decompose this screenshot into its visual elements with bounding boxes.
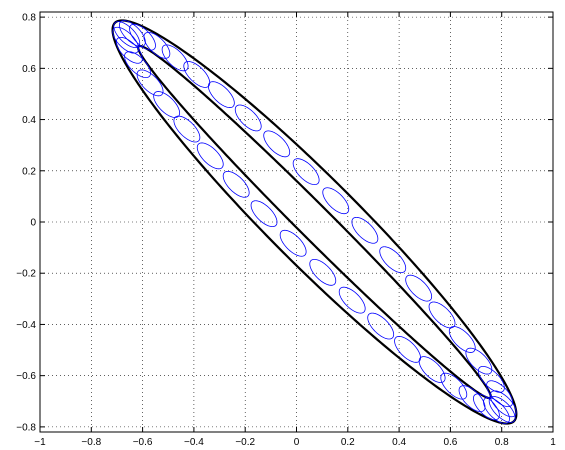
small-ellipse-mark — [161, 44, 189, 72]
small-ellipse-mark — [263, 130, 291, 158]
small-ellipse-mark — [222, 170, 250, 198]
small-ellipse-mark — [440, 372, 468, 400]
x-tick-label: 0 — [294, 437, 300, 448]
small-ellipse-mark — [394, 336, 421, 363]
small-ellipse-mark — [309, 258, 337, 286]
small-ellipse-mark — [112, 26, 140, 54]
y-tick-label: 0 — [30, 218, 36, 229]
small-ellipse-mark — [473, 393, 500, 421]
x-tick-label: 0.4 — [392, 437, 406, 448]
y-tick-label: 0.4 — [22, 115, 36, 126]
small-ellipse-mark — [367, 312, 395, 340]
outer-ellipse-line — [111, 19, 518, 425]
small-ellipse-mark — [379, 246, 407, 274]
axis-ticks — [39, 12, 554, 432]
inner-ellipse-line — [137, 44, 492, 400]
x-tick-label: 0.8 — [495, 437, 509, 448]
small-ellipse-mark — [250, 200, 278, 228]
y-tick-label: −0.2 — [16, 269, 36, 280]
x-tick-label: −0.6 — [133, 437, 153, 448]
small-ellipse-mark — [418, 356, 446, 383]
small-ellipse-mark — [129, 23, 156, 51]
small-ellipse-mark — [279, 229, 307, 257]
small-ellipse-mark — [338, 286, 366, 314]
x-tick-label: 0.2 — [341, 437, 355, 448]
y-tick-label: −0.4 — [16, 320, 36, 331]
small-ellipse-mark — [124, 51, 151, 79]
grid-lines — [40, 12, 553, 432]
data-series — [111, 19, 518, 425]
small-ellipse-mark — [465, 347, 493, 375]
small-ellipse-mark — [405, 274, 433, 302]
y-tick-label: 0.2 — [22, 166, 36, 177]
small-ellipse-mark — [183, 61, 211, 88]
small-ellipse-mark — [322, 187, 350, 215]
x-tick-label: −0.4 — [184, 437, 204, 448]
small-ellipse-mark — [351, 216, 379, 244]
small-ellipse-mark — [143, 31, 171, 59]
small-ellipse-mark — [153, 91, 181, 118]
y-axis-tick-labels: −0.8 −0.6 −0.4 −0.2 0 0.2 0.4 0.6 0.8 — [16, 13, 36, 434]
y-tick-label: 0.8 — [22, 13, 36, 24]
small-ellipse-mark — [136, 69, 164, 97]
x-tick-label: 0.6 — [443, 437, 457, 448]
y-tick-label: −0.8 — [16, 422, 36, 433]
small-ellipse-mark — [173, 115, 201, 143]
small-ellipse-mark — [458, 385, 486, 413]
y-tick-label: 0.6 — [22, 64, 36, 75]
x-tick-label: −1 — [34, 437, 46, 448]
small-ellipse-mark — [483, 397, 510, 424]
y-tick-label: −0.6 — [16, 371, 36, 382]
small-ellipse-mark — [234, 104, 262, 132]
x-tick-label: −0.8 — [81, 437, 101, 448]
small-ellipse-mark — [115, 36, 143, 64]
x-axis-tick-labels: −1 −0.8 −0.6 −0.4 −0.2 0 0.2 0.4 0.6 0.8 1 — [34, 437, 556, 448]
small-ellipse-mark — [488, 396, 516, 423]
small-ellipse-mark — [478, 365, 505, 393]
small-ellipse-mark — [489, 390, 517, 418]
small-ellipse-mark — [428, 301, 456, 329]
small-ellipse-mark — [113, 21, 141, 48]
x-tick-label: −0.2 — [235, 437, 255, 448]
small-ellipse-mark — [292, 158, 320, 186]
x-tick-label: 1 — [550, 437, 556, 448]
small-ellipse-mark — [196, 142, 224, 170]
